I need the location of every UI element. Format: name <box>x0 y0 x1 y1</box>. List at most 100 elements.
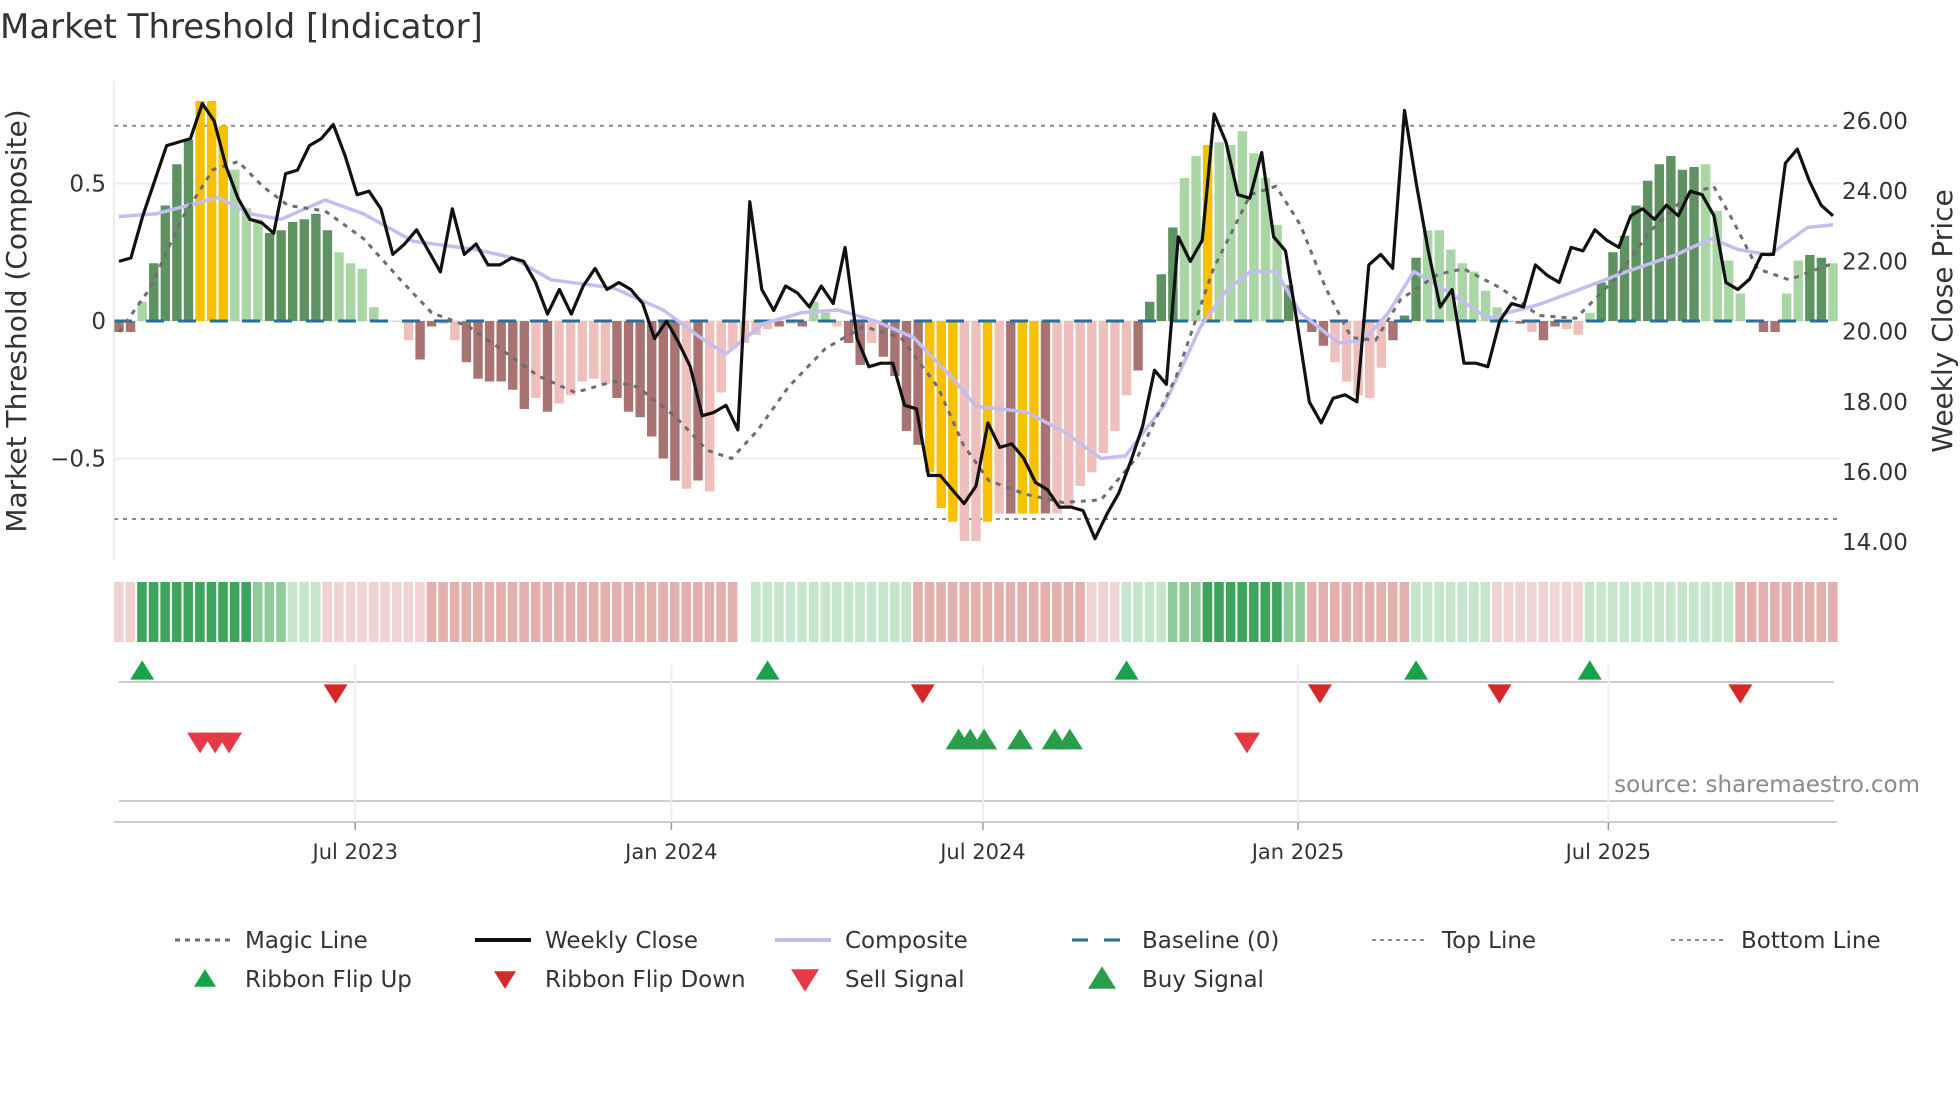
ribbon-cell <box>1654 582 1664 642</box>
legend-item: Buy Signal <box>1088 966 1264 993</box>
histogram-bar <box>1828 263 1838 321</box>
ribbon-flip-down-marker <box>1728 684 1753 704</box>
x-tick-label: Jul 2024 <box>938 840 1025 864</box>
histogram-bars <box>114 101 1839 541</box>
ribbon-flip-down-marker <box>910 684 935 704</box>
ribbon-flip-down-marker <box>1487 684 1512 704</box>
ribbon-cell <box>1434 582 1444 642</box>
histogram-bar <box>716 321 726 393</box>
histogram-bar <box>1793 260 1803 321</box>
buy-signal-marker <box>1056 728 1083 750</box>
legend-triangle-down-icon <box>494 971 516 989</box>
ribbon-cell <box>1364 582 1375 642</box>
ribbon-cell <box>1133 582 1143 642</box>
histogram-bar <box>681 321 692 489</box>
histogram-bar <box>867 321 877 343</box>
histogram-bar <box>1202 145 1213 321</box>
ribbon-cell <box>1306 582 1317 642</box>
ribbon-cell <box>1330 582 1340 642</box>
ribbon-cell <box>507 582 518 642</box>
ribbon-cell <box>901 582 912 642</box>
ribbon-cell <box>252 582 263 642</box>
y2-tick-label: 20.00 <box>1842 320 1908 346</box>
ribbon-cell <box>1619 582 1630 642</box>
histogram-bar <box>461 321 472 363</box>
y2-tick-label: 26.00 <box>1842 109 1908 135</box>
ribbon-cell <box>1191 582 1201 642</box>
histogram-bar <box>647 321 657 437</box>
x-tick-label: Jan 2024 <box>623 840 718 864</box>
histogram-bar <box>1307 321 1317 332</box>
ribbon-cell <box>1063 582 1074 642</box>
histogram-bar <box>1341 321 1352 382</box>
histogram-bar <box>508 321 518 390</box>
histogram-bar <box>403 321 414 341</box>
ribbon-cell <box>1457 582 1468 642</box>
ribbon-cell <box>310 582 321 642</box>
ribbon-cell <box>1179 582 1190 642</box>
histogram-bar <box>1446 249 1456 321</box>
histogram-bar <box>1619 235 1630 321</box>
ribbon-cell <box>1828 582 1838 642</box>
ribbon-cell <box>1503 582 1514 642</box>
ribbon-cell <box>1689 582 1699 642</box>
ribbon-cell <box>1422 582 1433 642</box>
histogram-bar <box>1527 321 1537 332</box>
ribbon-cell <box>797 582 807 642</box>
histogram-bar <box>334 252 344 321</box>
histogram-bar <box>1260 178 1271 321</box>
legend-label: Magic Line <box>245 928 368 954</box>
ribbon-cell <box>1526 582 1537 642</box>
ribbon-cell <box>971 582 981 642</box>
histogram-bar <box>589 321 599 379</box>
histogram-bar <box>948 321 958 522</box>
histogram-bar <box>1087 321 1097 473</box>
histogram-bar <box>426 321 437 327</box>
histogram-bar <box>1538 321 1549 341</box>
ribbon-cell <box>1770 582 1780 642</box>
legend-item: Ribbon Flip Up <box>194 967 412 993</box>
histogram-bar <box>762 321 773 330</box>
ribbon-cell <box>855 582 865 642</box>
ribbon-cell <box>1411 582 1421 642</box>
ribbon-cell <box>1746 582 1757 642</box>
histogram-bar <box>1608 252 1618 321</box>
histogram-bar <box>704 321 715 492</box>
histogram-bar <box>1040 321 1051 514</box>
ribbon-cell <box>1283 582 1294 642</box>
ribbon-cell <box>762 582 773 642</box>
histogram-bar <box>357 268 367 321</box>
ribbon-strip <box>114 582 1838 642</box>
legend-item: Magic Line <box>175 928 368 954</box>
histogram-bar <box>1735 293 1746 321</box>
histogram-bar <box>1017 321 1028 514</box>
ribbon-cell <box>1109 582 1120 642</box>
ribbon-cell <box>1202 582 1213 642</box>
legend-triangle-up-icon <box>194 969 216 987</box>
series-lines <box>117 101 1835 541</box>
ribbon-cell <box>1445 582 1456 642</box>
histogram-bar <box>1434 230 1444 321</box>
histogram-bar <box>484 321 495 382</box>
ribbon-flip-up-marker <box>1404 660 1429 680</box>
histogram-bar <box>1585 312 1595 321</box>
ribbon-cell <box>1816 582 1827 642</box>
histogram-bar <box>322 230 333 321</box>
ribbon-cell <box>380 582 390 642</box>
histogram-bar <box>299 219 309 321</box>
ribbon-cell <box>484 582 495 642</box>
histogram-bar <box>206 101 217 321</box>
ribbon-cell <box>264 582 275 642</box>
legend-label: Buy Signal <box>1142 967 1264 993</box>
ribbon-cell <box>114 582 124 642</box>
y-tick-label: −0.5 <box>50 447 106 473</box>
ribbon-cell <box>1677 582 1688 642</box>
ribbon-cell <box>1480 582 1491 642</box>
ribbon-cell <box>171 582 182 642</box>
ribbon-cell <box>600 582 611 642</box>
legend-label: Sell Signal <box>845 967 965 993</box>
ribbon-cell <box>438 582 448 642</box>
ribbon-cell <box>588 582 599 642</box>
ribbon-cell <box>345 582 356 642</box>
histogram-bar <box>1283 285 1294 321</box>
